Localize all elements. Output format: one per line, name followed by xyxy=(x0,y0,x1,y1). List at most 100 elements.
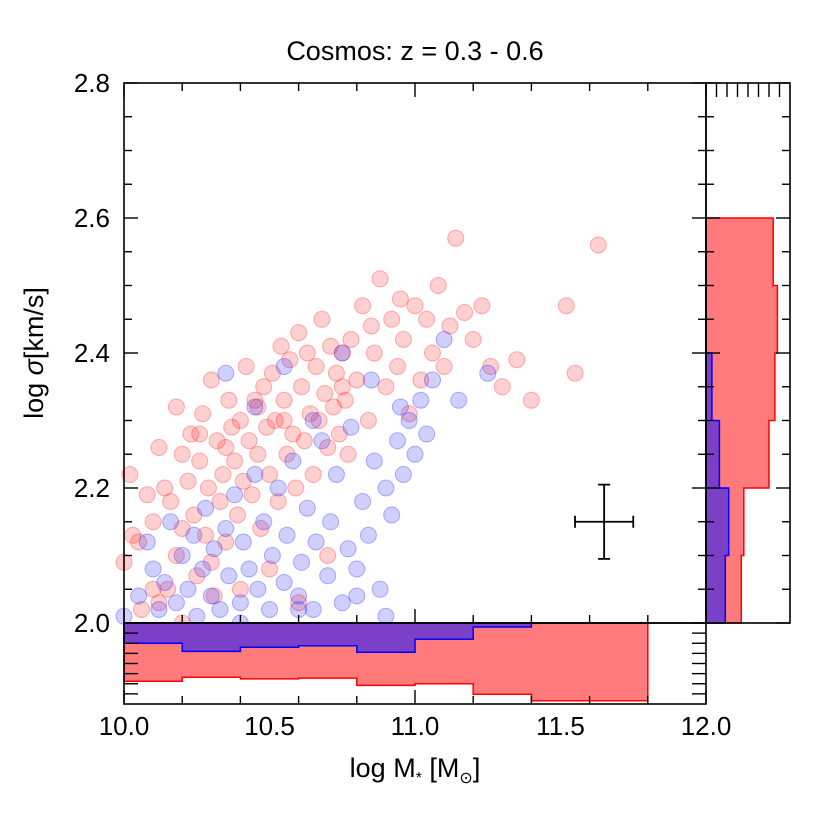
red-data-point xyxy=(138,486,156,504)
red-data-point xyxy=(400,405,418,423)
blue-data-point xyxy=(377,607,395,625)
red-data-point xyxy=(188,567,206,585)
blue-data-point xyxy=(231,594,249,612)
blue-data-point xyxy=(261,601,278,618)
y-axis-label-unit: [km/s] xyxy=(19,287,49,359)
blue-data-point xyxy=(362,371,380,389)
x-tick-label: 10.5 xyxy=(244,711,295,741)
red-data-point xyxy=(482,358,500,375)
red-data-point xyxy=(182,425,200,443)
red-data-point xyxy=(173,520,191,537)
red-data-point xyxy=(557,297,575,315)
red-data-point xyxy=(508,351,526,369)
blue-data-point xyxy=(394,466,412,483)
red-data-point xyxy=(293,378,310,396)
red-data-point xyxy=(290,324,308,342)
red-data-point xyxy=(275,412,293,429)
red-data-point xyxy=(249,445,267,463)
blue-data-point xyxy=(371,580,389,598)
red-data-point xyxy=(310,412,328,429)
x-tick-label: 11.5 xyxy=(536,711,585,741)
red-data-point xyxy=(327,364,345,382)
blue-data-point xyxy=(240,560,258,578)
red-data-point xyxy=(589,236,607,254)
red-data-point xyxy=(194,405,212,423)
red-data-point xyxy=(377,378,395,396)
red-data-point xyxy=(167,398,185,416)
blue-data-point xyxy=(255,513,273,531)
red-data-point xyxy=(298,344,316,362)
red-data-point xyxy=(231,580,249,598)
blue-data-point xyxy=(156,574,174,591)
blue-data-point xyxy=(304,601,322,618)
red-data-point xyxy=(121,466,139,483)
red-data-point xyxy=(354,297,372,315)
blue-data-point xyxy=(348,587,366,605)
red-data-point xyxy=(313,310,331,328)
red-data-point xyxy=(342,331,360,348)
red-data-point xyxy=(522,391,540,409)
x-axis-label-subscript: * xyxy=(416,770,422,787)
y-tick-label: 2.8 xyxy=(74,68,110,98)
blue-data-point xyxy=(130,587,148,605)
blue-data-point xyxy=(275,358,293,375)
red-data-point xyxy=(348,371,366,389)
red-data-point xyxy=(249,398,267,416)
red-data-point xyxy=(144,580,162,598)
y-axis-label-prefix: log xyxy=(19,375,49,419)
blue-data-point xyxy=(400,412,418,429)
blue-data-point xyxy=(226,486,244,504)
red-data-point xyxy=(473,297,491,315)
red-data-point xyxy=(412,371,430,389)
red-data-point xyxy=(258,418,276,436)
blue-data-point xyxy=(269,479,287,497)
red-data-point xyxy=(223,418,241,436)
blue-data-point xyxy=(185,526,203,544)
y-tick-label: 2.2 xyxy=(74,473,110,503)
blue-data-point xyxy=(383,506,401,524)
red-data-point xyxy=(275,391,293,409)
red-data-point xyxy=(493,378,511,396)
right-panel-frame xyxy=(705,82,791,624)
red-data-point xyxy=(263,364,281,382)
red-data-point xyxy=(365,344,383,362)
red-data-point xyxy=(316,385,334,402)
blue-data-point xyxy=(278,526,296,544)
blue-data-point xyxy=(424,371,441,389)
y-tick-label: 2.4 xyxy=(74,338,110,368)
blue-data-point xyxy=(313,432,331,450)
red-data-point xyxy=(418,310,436,328)
red-data-point xyxy=(199,479,217,497)
red-data-point xyxy=(162,493,180,510)
blue-data-point xyxy=(327,466,345,483)
red-data-point xyxy=(214,466,232,483)
blue-data-point xyxy=(173,547,191,564)
red-data-point xyxy=(429,277,447,294)
blue-data-point xyxy=(339,540,357,558)
x-axis-label: log M xyxy=(350,753,416,783)
blue-data-point xyxy=(389,432,406,450)
chart-title: Cosmos: z = 0.3 - 0.6 xyxy=(286,36,543,66)
red-data-point xyxy=(287,479,305,497)
red-data-point xyxy=(133,601,150,618)
bottom-hist-blue xyxy=(123,622,648,653)
red-data-point xyxy=(389,358,406,375)
blue-data-point xyxy=(479,364,497,382)
red-data-point xyxy=(371,270,389,288)
x-tick-label: 11.0 xyxy=(391,711,440,741)
red-data-point xyxy=(447,229,465,247)
right-histogram xyxy=(705,217,779,624)
red-data-point xyxy=(261,560,278,578)
red-data-point xyxy=(266,412,284,429)
blue-data-point xyxy=(284,452,302,470)
x-axis-label-unit-close: ] xyxy=(473,753,481,783)
red-data-point xyxy=(362,317,380,335)
red-data-point xyxy=(272,337,290,355)
y-tick-label: 2.0 xyxy=(74,608,110,638)
red-data-point xyxy=(217,533,235,551)
red-data-point xyxy=(284,425,302,443)
red-data-point xyxy=(229,506,246,524)
blue-data-point xyxy=(412,391,430,409)
red-data-point xyxy=(185,506,203,524)
blue-data-point xyxy=(220,567,238,585)
